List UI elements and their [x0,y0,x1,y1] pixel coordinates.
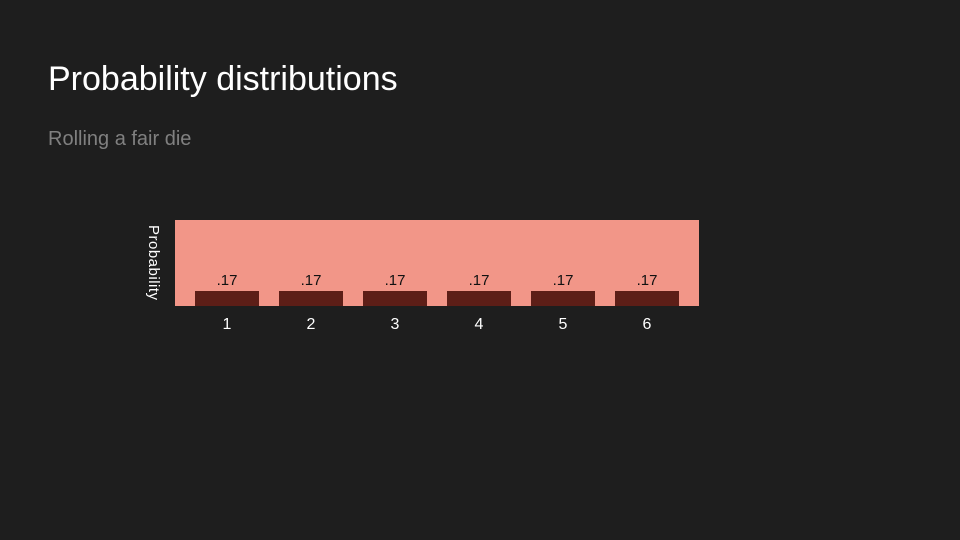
bar-group: .17 [615,272,679,306]
bar-group: .17 [279,272,343,306]
bar-value-label: .17 [553,272,574,289]
plot-area: .17 .17 .17 .17 .17 .17 [175,220,699,306]
y-axis-label-text: Probability [145,225,162,301]
bar-group: .17 [531,272,595,306]
bar [195,291,259,306]
x-tick: 5 [531,316,595,334]
bar-value-label: .17 [637,272,658,289]
bar-group: .17 [363,272,427,306]
bar-value-label: .17 [217,272,238,289]
y-axis-label: Probability [145,220,162,306]
bar-group: .17 [195,272,259,306]
bar-value-label: .17 [385,272,406,289]
bar [363,291,427,306]
bar-value-label: .17 [301,272,322,289]
bar-value-label: .17 [469,272,490,289]
x-axis: 1 2 3 4 5 6 [175,316,699,334]
x-tick: 4 [447,316,511,334]
x-tick: 3 [363,316,427,334]
x-tick: 1 [195,316,259,334]
probability-chart: Probability .17.17.17.17.17.17 123456 [175,220,699,306]
x-tick: 6 [615,316,679,334]
bar [279,291,343,306]
bar [447,291,511,306]
bar [531,291,595,306]
x-tick: 2 [279,316,343,334]
page-subtitle: Rolling a fair die [48,128,191,151]
page-title: Probability distributions [48,60,398,99]
bar-group: .17 [447,272,511,306]
bars-container: .17 .17 .17 .17 .17 .17 [175,220,699,306]
bar [615,291,679,306]
slide: Probability distributions Rolling a fair… [0,0,960,540]
